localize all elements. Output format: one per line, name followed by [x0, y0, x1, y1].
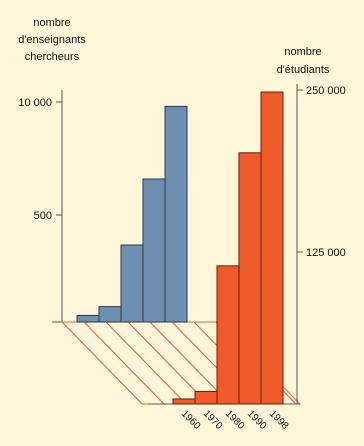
hatch-line — [0, 322, 32, 404]
enseignants-bar-1980 — [120, 244, 144, 323]
left-axis-title-line-2: d'enseignants — [18, 34, 86, 46]
hatch-line — [83, 322, 165, 404]
etudiants-bars — [172, 91, 284, 405]
etudiants-bar-1960 — [172, 398, 196, 405]
enseignants-bar-1990 — [142, 178, 166, 323]
hatch-line — [0, 322, 10, 404]
left-axis-tick-top: 10 000 — [18, 97, 52, 109]
hatch-line — [348, 322, 364, 404]
etudiants-bar-1998 — [260, 91, 284, 405]
year-label-1970: 1970 — [201, 408, 225, 432]
hatch-line — [304, 322, 364, 404]
left-axis-title-line-1: nombre — [33, 17, 70, 29]
enseignants-bar-1970 — [98, 306, 122, 323]
enseignants-bars — [76, 105, 188, 323]
hatch-line — [326, 322, 364, 404]
hatch-line — [62, 322, 77, 404]
hatch-line — [62, 322, 99, 404]
enseignants-bar-1960 — [76, 314, 100, 323]
right-axis-title-line-1: nombre — [284, 46, 321, 58]
year-label-1998: 1998 — [267, 408, 291, 432]
hatch-line — [0, 322, 54, 404]
right-axis-title-line-2: d'étudiants — [277, 64, 330, 76]
left-axis-tick-mid: 500 — [34, 210, 52, 222]
year-label-1980: 1980 — [223, 408, 247, 432]
left-axis-title-line-3: chercheurs — [25, 51, 80, 63]
right-axis-tick-top: 250 000 — [306, 85, 346, 97]
hatch-line — [281, 322, 300, 404]
etudiants-bar-1970 — [194, 390, 218, 405]
etudiants-bar-1980 — [216, 265, 240, 405]
etudiants-bar-1990 — [238, 152, 262, 405]
enseignants-bar-1998 — [164, 105, 188, 323]
year-label-1990: 1990 — [245, 408, 269, 432]
hatch-line — [105, 322, 187, 404]
hatch-line — [62, 322, 121, 404]
year-label-1960: 1960 — [179, 408, 203, 432]
hatch-line — [127, 322, 209, 404]
right-axis-tick-mid: 125 000 — [306, 247, 346, 259]
hatched-floor — [0, 322, 364, 404]
